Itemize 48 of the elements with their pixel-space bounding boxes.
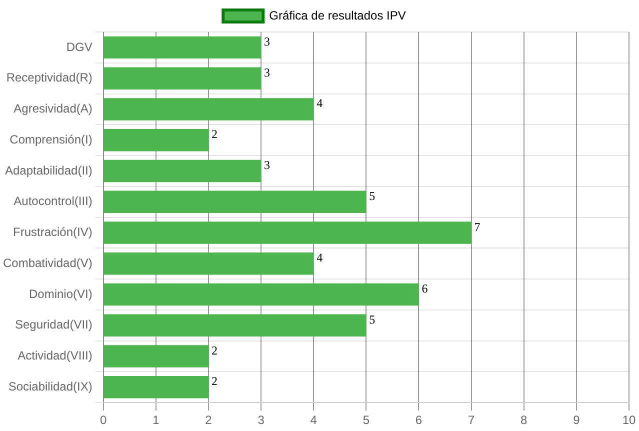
y-tick-label: Receptividad(R) [6, 70, 92, 85]
x-tick-label: 1 [152, 413, 160, 428]
y-tick-label: Actividad(VIII) [18, 348, 92, 363]
x-tick-label: 8 [520, 413, 528, 428]
bar [104, 376, 208, 398]
bar [104, 36, 262, 59]
data-label: 2 [211, 374, 218, 388]
data-label: 2 [211, 343, 218, 358]
x-tick-label: 10 [622, 413, 636, 428]
bar [104, 190, 366, 213]
bar [104, 314, 366, 337]
bar [104, 128, 208, 152]
y-tick-label: Agresividad(A) [14, 102, 92, 116]
bar [104, 67, 262, 90]
x-tick-label: 7 [468, 413, 475, 428]
data-label: 4 [316, 96, 323, 110]
x-tick-label: 5 [362, 413, 370, 428]
y-tick-label: Autocontrol(III) [14, 194, 92, 208]
data-label: 7 [474, 220, 480, 234]
y-tick-label: Sociabilidad(IX) [8, 379, 92, 394]
data-label: 3 [264, 34, 270, 48]
y-tick-label: DGV [66, 40, 92, 54]
bar [104, 222, 472, 244]
bar [104, 345, 208, 368]
data-label: 3 [264, 158, 270, 172]
x-tick-label: 9 [573, 413, 580, 428]
x-tick-label: 6 [415, 413, 422, 428]
bar [104, 160, 262, 182]
x-tick-label: 2 [205, 413, 212, 428]
x-tick-label: 0 [100, 413, 108, 428]
data-label: 3 [264, 65, 270, 80]
bar [104, 98, 314, 120]
y-tick-label: Combatividad(V) [2, 256, 92, 270]
y-tick-label: Adaptabilidad(II) [4, 163, 92, 178]
y-tick-label: Frustración(IV) [13, 225, 92, 240]
data-label: 5 [369, 312, 376, 326]
x-tick-label: 4 [310, 413, 318, 428]
y-tick-label: Dominio(VI) [29, 286, 92, 301]
data-label: 4 [316, 250, 323, 265]
y-tick-label: Comprensión(I) [10, 132, 92, 146]
y-tick-label: Seguridad(VII) [14, 318, 92, 332]
x-tick-label: 3 [258, 413, 265, 428]
bar [104, 252, 314, 275]
data-label: 2 [211, 127, 218, 142]
data-label: 6 [422, 282, 428, 296]
data-label: 5 [369, 188, 376, 203]
bar [104, 283, 419, 306]
legend-label: Gráfica de resultados IPV [269, 8, 406, 22]
